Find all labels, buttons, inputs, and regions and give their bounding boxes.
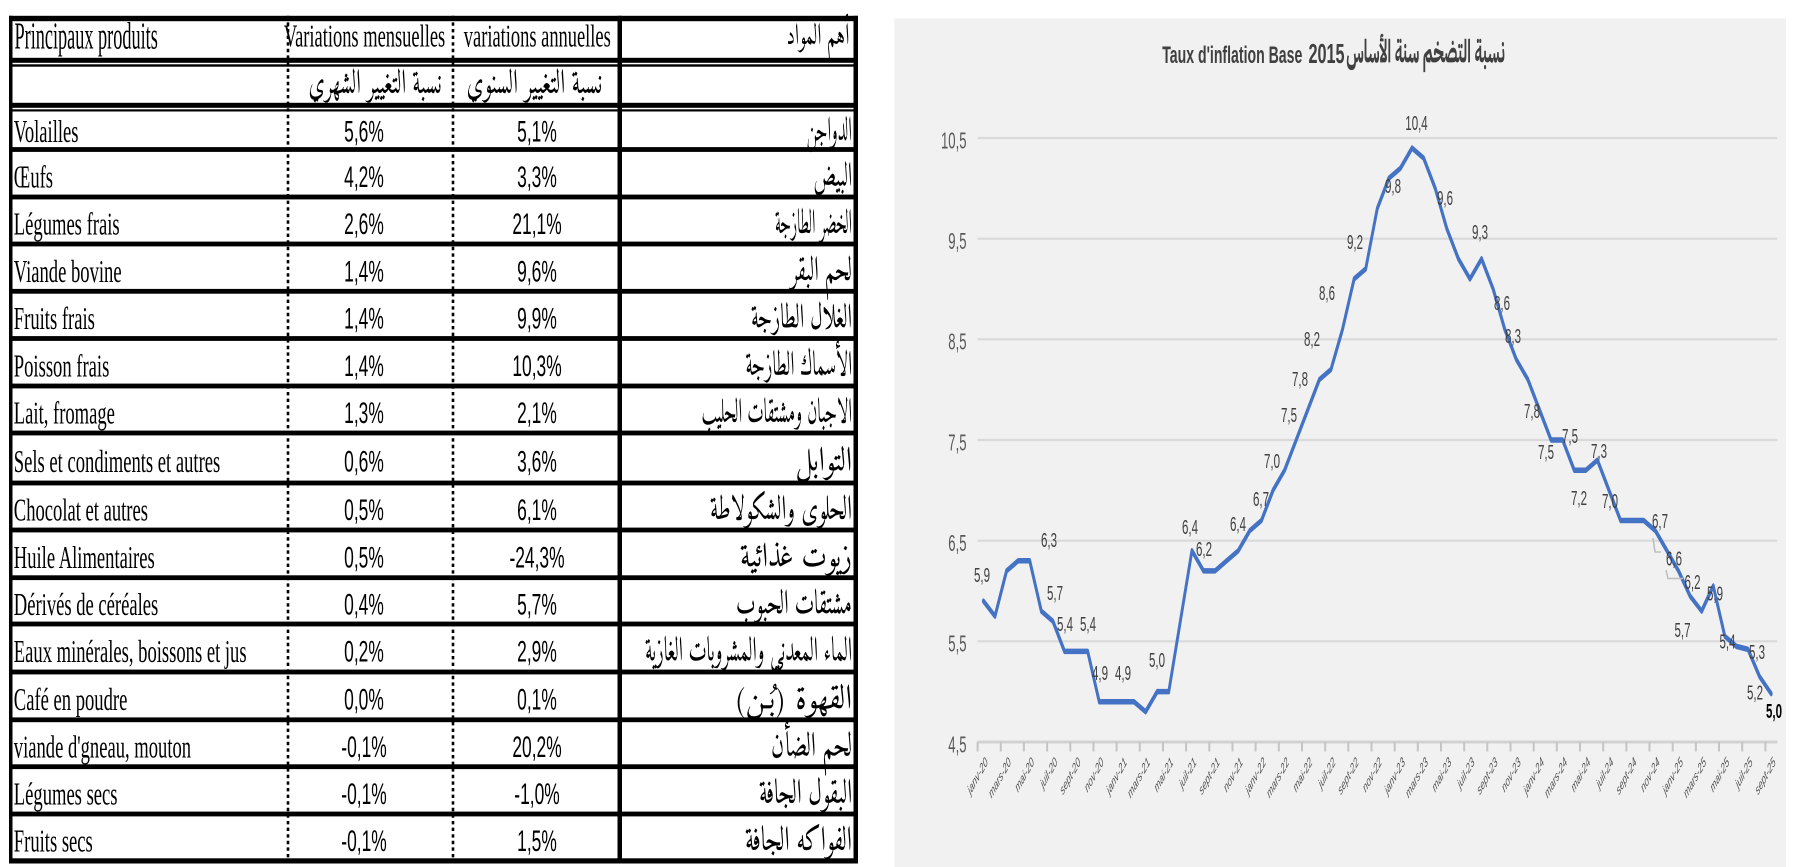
- svg-text:6,1%: 6,1%: [517, 495, 557, 528]
- svg-text:1,4%: 1,4%: [344, 350, 384, 383]
- svg-text:Dérivés de céréales: Dérivés de céréales: [14, 587, 158, 622]
- svg-text:7,0: 7,0: [1602, 489, 1618, 512]
- svg-text:0,0%: 0,0%: [344, 684, 384, 717]
- svg-text:Eaux minérales, boissons et ju: Eaux minérales, boissons et jus: [14, 634, 247, 669]
- svg-text:3,3%: 3,3%: [517, 161, 557, 194]
- svg-text:5,4: 5,4: [1080, 612, 1096, 635]
- svg-text:7,2: 7,2: [1571, 486, 1587, 509]
- svg-text:Variations mensuelles: Variations mensuelles: [284, 18, 445, 54]
- svg-text:Principaux produits: Principaux produits: [15, 15, 158, 57]
- svg-text:5,0: 5,0: [1149, 648, 1165, 671]
- svg-text:Lait, fromage: Lait, fromage: [14, 396, 115, 431]
- svg-text:8,2: 8,2: [1304, 327, 1320, 350]
- svg-text:7,3: 7,3: [1591, 439, 1607, 462]
- svg-text:Sels et condiments et autres: Sels et condiments et autres: [14, 444, 220, 479]
- svg-text:9,6: 9,6: [1437, 186, 1453, 209]
- svg-text:Viande bovine: Viande bovine: [14, 254, 122, 289]
- svg-text:6,3: 6,3: [1041, 528, 1057, 551]
- svg-text:0,5%: 0,5%: [344, 542, 384, 575]
- svg-text:9,6%: 9,6%: [517, 256, 557, 289]
- svg-text:-0,1%: -0,1%: [341, 778, 386, 811]
- svg-text:-24,3%: -24,3%: [509, 542, 564, 575]
- svg-text:5,0: 5,0: [1766, 699, 1782, 722]
- svg-text:2015: 2015: [1309, 39, 1345, 69]
- svg-text:10,5: 10,5: [941, 127, 966, 153]
- svg-text:0,2%: 0,2%: [344, 636, 384, 669]
- svg-text:5,7: 5,7: [1047, 581, 1063, 604]
- svg-text:-0,1%: -0,1%: [341, 731, 386, 764]
- svg-text:7,8: 7,8: [1524, 399, 1540, 422]
- svg-text:5,6%: 5,6%: [344, 116, 384, 149]
- svg-text:7,0: 7,0: [1264, 449, 1280, 472]
- svg-text:7,5: 7,5: [948, 429, 966, 455]
- svg-text:8,5: 8,5: [948, 329, 966, 355]
- svg-text:5,4: 5,4: [1057, 612, 1073, 635]
- svg-text:5,1%: 5,1%: [517, 116, 557, 149]
- svg-text:variations annuelles: variations annuelles: [464, 18, 611, 54]
- svg-text:6,2: 6,2: [1196, 537, 1212, 560]
- svg-text:9,9%: 9,9%: [517, 303, 557, 336]
- svg-text:2,1%: 2,1%: [517, 398, 557, 431]
- svg-text:6,7: 6,7: [1253, 487, 1269, 510]
- svg-text:4,9: 4,9: [1092, 661, 1108, 684]
- svg-text:7,5: 7,5: [1538, 440, 1554, 463]
- svg-text:4,5: 4,5: [948, 731, 966, 757]
- svg-text:0,4%: 0,4%: [344, 589, 384, 622]
- svg-text:7,8: 7,8: [1292, 367, 1308, 390]
- svg-text:viande d'gneau, mouton: viande d'gneau, mouton: [14, 729, 191, 764]
- svg-text:2,9%: 2,9%: [517, 636, 557, 669]
- svg-text:Café en poudre: Café en poudre: [14, 682, 128, 717]
- svg-text:5,9: 5,9: [974, 563, 990, 586]
- svg-text:Chocolat et autres: Chocolat et autres: [14, 493, 148, 528]
- svg-text:Volailles: Volailles: [14, 114, 79, 149]
- svg-text:8,6: 8,6: [1494, 291, 1510, 314]
- svg-text:5,4: 5,4: [1719, 630, 1735, 653]
- svg-text:4,9: 4,9: [1115, 661, 1131, 684]
- svg-text:3,6%: 3,6%: [517, 446, 557, 479]
- svg-text:Taux d'inflation Base: Taux d'inflation Base: [1162, 42, 1302, 69]
- svg-text:21,1%: 21,1%: [512, 209, 561, 242]
- svg-text:10,4: 10,4: [1405, 111, 1427, 134]
- svg-text:1,3%: 1,3%: [344, 398, 384, 431]
- svg-text:6,4: 6,4: [1182, 515, 1198, 538]
- svg-text:1,4%: 1,4%: [344, 256, 384, 289]
- svg-text:Fruits frais: Fruits frais: [14, 301, 95, 336]
- svg-text:-0,1%: -0,1%: [341, 826, 386, 859]
- svg-text:6,6: 6,6: [1666, 547, 1682, 570]
- svg-text:9,2: 9,2: [1347, 230, 1363, 253]
- svg-text:Légumes secs: Légumes secs: [14, 777, 118, 812]
- svg-text:6,2: 6,2: [1684, 570, 1700, 593]
- svg-text:Poisson frais: Poisson frais: [14, 348, 110, 383]
- svg-text:Fruits secs: Fruits secs: [14, 824, 93, 859]
- svg-text:4,2%: 4,2%: [344, 161, 384, 194]
- svg-text:7,5: 7,5: [1281, 403, 1297, 426]
- svg-text:2,6%: 2,6%: [344, 209, 384, 242]
- svg-text:5,7%: 5,7%: [517, 589, 557, 622]
- svg-text:0,6%: 0,6%: [344, 446, 384, 479]
- svg-text:1,5%: 1,5%: [517, 826, 557, 859]
- svg-text:-1,0%: -1,0%: [514, 778, 559, 811]
- svg-text:1,4%: 1,4%: [344, 303, 384, 336]
- svg-text:Huile Alimentaires: Huile Alimentaires: [14, 540, 155, 575]
- svg-text:5,5: 5,5: [948, 631, 966, 657]
- svg-text:9,8: 9,8: [1385, 174, 1401, 197]
- svg-text:6,5: 6,5: [948, 530, 966, 556]
- svg-text:6,7: 6,7: [1652, 509, 1668, 532]
- svg-text:0,5%: 0,5%: [344, 495, 384, 528]
- svg-text:9,3: 9,3: [1472, 220, 1488, 243]
- svg-text:Œufs: Œufs: [14, 159, 53, 194]
- svg-text:5,2: 5,2: [1747, 681, 1763, 704]
- svg-text:6,4: 6,4: [1230, 512, 1246, 535]
- svg-text:Légumes frais: Légumes frais: [14, 207, 120, 242]
- svg-text:5,7: 5,7: [1674, 618, 1690, 641]
- svg-text:9,5: 9,5: [948, 228, 966, 254]
- svg-text:8,3: 8,3: [1505, 324, 1521, 347]
- svg-text:5,9: 5,9: [1707, 582, 1723, 605]
- svg-text:5,3: 5,3: [1749, 640, 1765, 663]
- svg-text:10,3%: 10,3%: [512, 350, 561, 383]
- svg-text:7,5: 7,5: [1562, 424, 1578, 447]
- svg-text:20,2%: 20,2%: [512, 731, 561, 764]
- svg-text:8,6: 8,6: [1319, 281, 1335, 304]
- svg-text:0,1%: 0,1%: [517, 684, 557, 717]
